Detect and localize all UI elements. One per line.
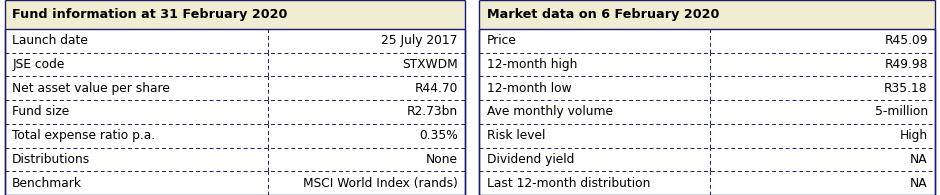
Text: 0.35%: 0.35%: [419, 129, 458, 142]
Text: Fund size: Fund size: [12, 105, 70, 118]
Bar: [465, 76, 479, 100]
Text: 12-month high: 12-month high: [487, 58, 577, 71]
Text: R45.09: R45.09: [885, 34, 928, 47]
Text: Price: Price: [487, 34, 517, 47]
Text: Total expense ratio p.a.: Total expense ratio p.a.: [12, 129, 155, 142]
Text: STXWDM: STXWDM: [402, 58, 458, 71]
Bar: [5, 53, 465, 76]
Bar: [5, 100, 465, 124]
Bar: [479, 148, 935, 171]
Bar: [479, 29, 935, 53]
Text: R49.98: R49.98: [885, 58, 928, 71]
Text: NA: NA: [910, 153, 928, 166]
Text: R35.18: R35.18: [885, 82, 928, 95]
Bar: [479, 100, 935, 124]
Text: None: None: [426, 153, 458, 166]
Text: Fund information at 31 February 2020: Fund information at 31 February 2020: [12, 8, 288, 21]
Bar: [5, 0, 465, 29]
Bar: [479, 171, 935, 195]
Bar: [465, 53, 479, 76]
Bar: [479, 76, 935, 100]
Text: R44.70: R44.70: [415, 82, 458, 95]
Bar: [465, 124, 479, 148]
Text: Risk level: Risk level: [487, 129, 545, 142]
Text: 5-million: 5-million: [874, 105, 928, 118]
Bar: [465, 29, 479, 53]
Bar: [465, 171, 479, 195]
Text: Distributions: Distributions: [12, 153, 90, 166]
Text: MSCI World Index (rands): MSCI World Index (rands): [303, 177, 458, 190]
Bar: [479, 53, 935, 76]
Text: NA: NA: [910, 177, 928, 190]
Bar: [479, 0, 935, 29]
Text: Benchmark: Benchmark: [12, 177, 82, 190]
Text: Ave monthly volume: Ave monthly volume: [487, 105, 613, 118]
Text: R2.73bn: R2.73bn: [407, 105, 458, 118]
Text: JSE code: JSE code: [12, 58, 65, 71]
Bar: [5, 171, 465, 195]
Bar: [5, 29, 465, 53]
Text: Last 12-month distribution: Last 12-month distribution: [487, 177, 650, 190]
Text: Net asset value per share: Net asset value per share: [12, 82, 170, 95]
Text: 12-month low: 12-month low: [487, 82, 572, 95]
Text: Market data on 6 February 2020: Market data on 6 February 2020: [487, 8, 719, 21]
Bar: [465, 148, 479, 171]
Bar: [5, 124, 465, 148]
Text: Launch date: Launch date: [12, 34, 88, 47]
Text: High: High: [900, 129, 928, 142]
Text: Dividend yield: Dividend yield: [487, 153, 574, 166]
Text: 25 July 2017: 25 July 2017: [382, 34, 458, 47]
Bar: [5, 148, 465, 171]
Bar: [465, 0, 479, 29]
Bar: [465, 100, 479, 124]
Bar: [5, 76, 465, 100]
Bar: [479, 124, 935, 148]
